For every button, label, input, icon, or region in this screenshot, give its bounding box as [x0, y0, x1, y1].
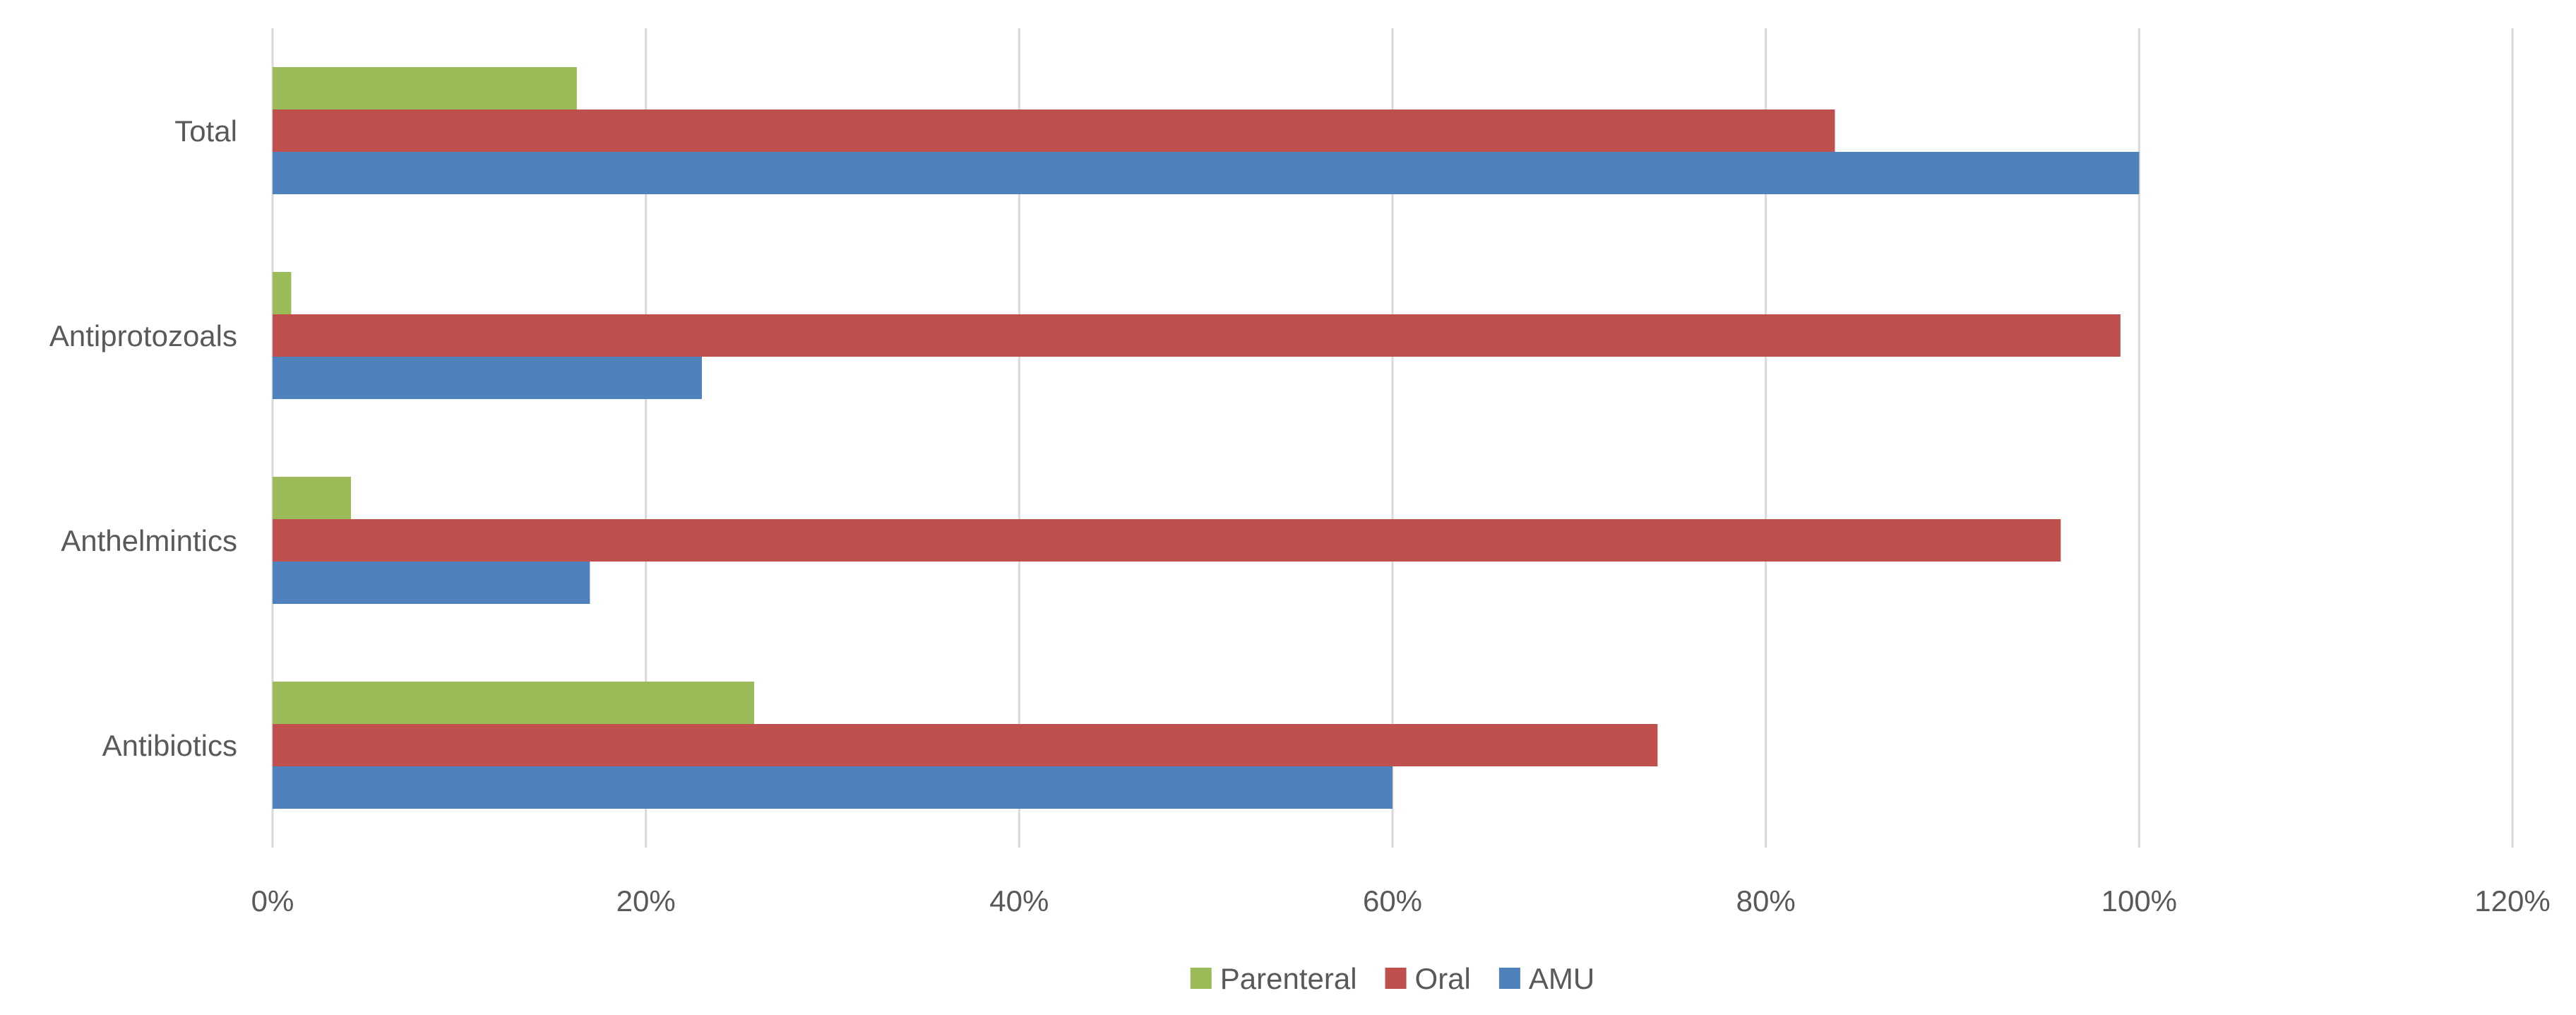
legend-label: Parenteral: [1220, 962, 1357, 995]
bar-oral-antiprotozoals: [273, 314, 2121, 357]
bar-parenteral-anthelmintics: [273, 477, 352, 519]
category-label: Antibiotics: [102, 729, 237, 762]
x-tick-label: 60%: [1363, 884, 1422, 918]
bar-oral-antibiotics: [273, 724, 1658, 766]
x-tick-label: 0%: [251, 884, 294, 918]
bar-parenteral-antiprotozoals: [273, 272, 292, 314]
bar-parenteral-antibiotics: [273, 682, 754, 724]
x-axis: 0% 20% 40% 60% 80% 100% 120%: [251, 884, 2551, 918]
legend-label: AMU: [1529, 962, 1594, 995]
bars: [273, 67, 2140, 809]
bar-oral-anthelmintics: [273, 519, 2061, 562]
x-tick-label: 80%: [1736, 884, 1796, 918]
category-label: Antiprotozoals: [49, 319, 237, 352]
bar-oral-total: [273, 109, 1835, 152]
category-label: Anthelmintics: [61, 524, 237, 557]
bar-parenteral-total: [273, 67, 577, 109]
bar-amu-anthelmintics: [273, 562, 590, 604]
y-axis: Antibiotics Anthelmintics Antiprotozoals To…: [49, 114, 237, 762]
x-tick-label: 40%: [989, 884, 1049, 918]
legend-label: Oral: [1415, 962, 1471, 995]
category-label: Total: [174, 114, 237, 148]
bar-amu-total: [273, 152, 2140, 194]
legend-swatch-amu: [1498, 968, 1520, 989]
x-tick-label: 120%: [2474, 884, 2550, 918]
x-tick-label: 20%: [616, 884, 676, 918]
x-tick-label: 100%: [2101, 884, 2177, 918]
legend-swatch-parenteral: [1190, 968, 1212, 989]
bar-amu-antiprotozoals: [273, 357, 702, 399]
legend: Parenteral Oral AMU: [1190, 962, 1594, 995]
legend-swatch-oral: [1385, 968, 1407, 989]
bar-amu-antibiotics: [273, 766, 1393, 809]
